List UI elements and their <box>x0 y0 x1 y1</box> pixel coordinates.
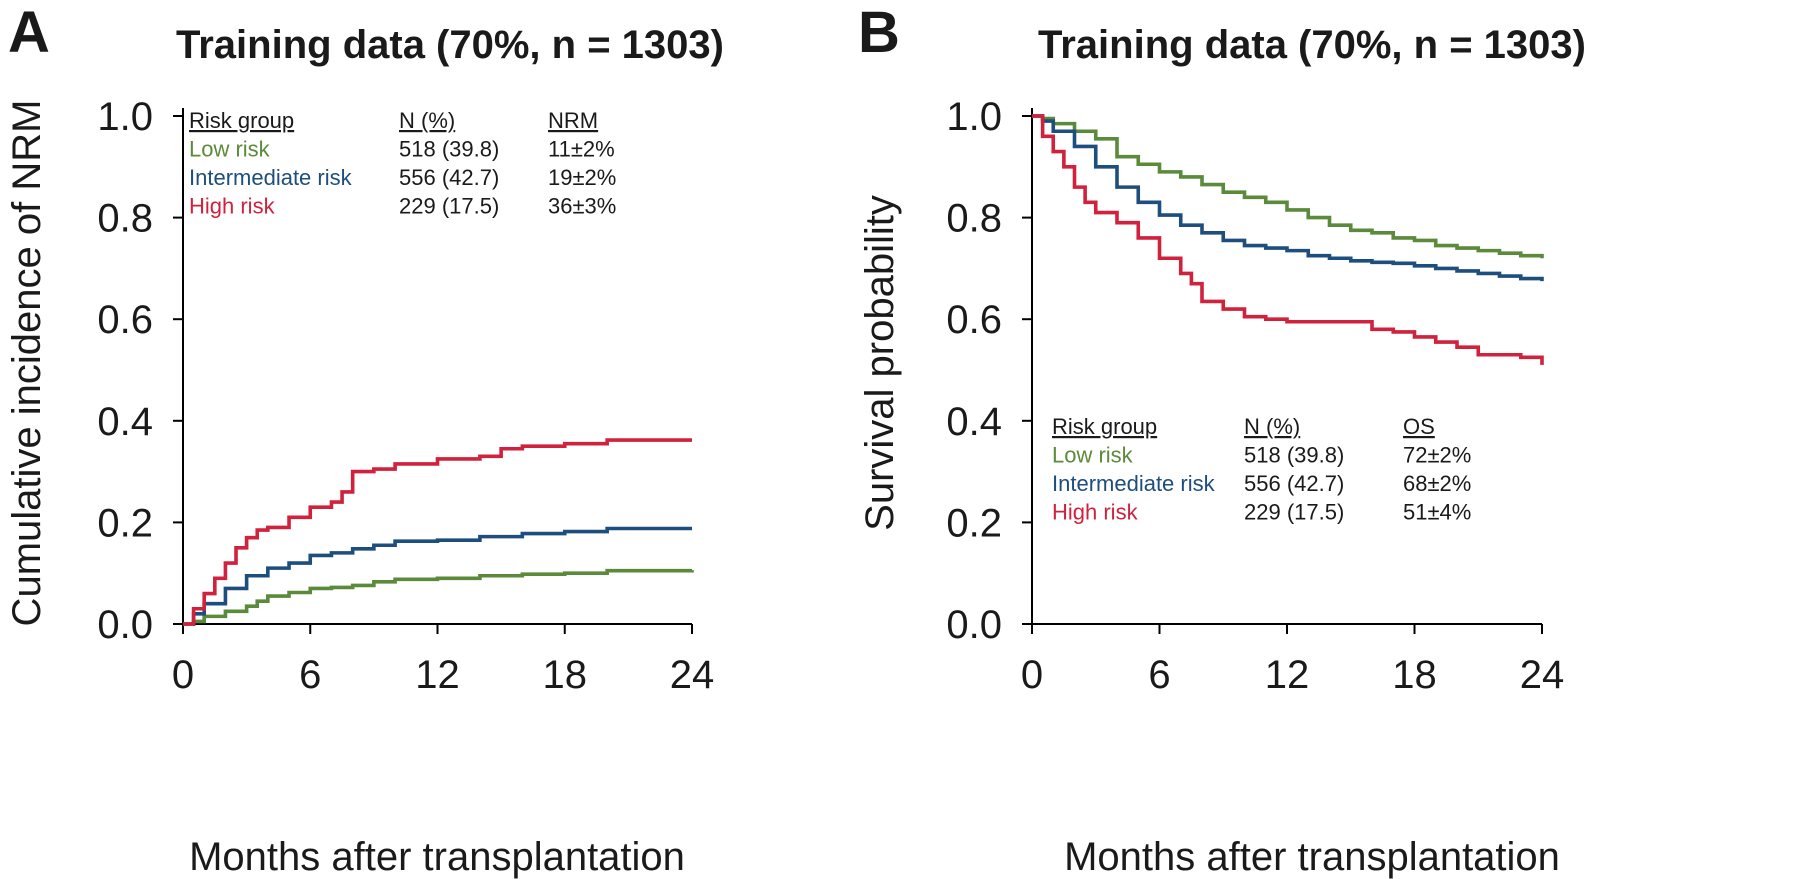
panel-a: A Training data (70%, n = 1303) Cumulati… <box>5 0 724 879</box>
panel-b-legend-stat: 68±2% <box>1403 471 1471 496</box>
panel-b-title: Training data (70%, n = 1303) <box>1038 23 1586 67</box>
panel-a-curve-intermediate-risk <box>183 526 692 626</box>
panel-a-plot-area: 0.0 0.2 0.4 0.6 0.8 1.0 0 6 12 18 24 Risk group N (%… <box>97 95 714 697</box>
panel-a-legend-n: 229 (17.5) <box>399 194 499 219</box>
panel-a-y-tick-label: 1.0 <box>97 95 153 139</box>
panel-b-letter: B <box>858 0 900 65</box>
panel-a-y-axis-label: Cumulative incidence of NRM <box>5 100 49 627</box>
panel-a-curve-high-risk <box>183 438 692 626</box>
panel-b-y-tick-label: 1.0 <box>946 95 1002 139</box>
panel-b-y-tick-label: 0.2 <box>946 501 1002 545</box>
panel-b-legend-stat: 72±2% <box>1403 443 1471 468</box>
panel-b-x-tick-label: 24 <box>1520 653 1565 697</box>
panel-b-legend-group: High risk <box>1052 500 1139 525</box>
panel-a-legend-group: Low risk <box>189 137 271 162</box>
panel-a-y-tick-label: 0.4 <box>97 400 153 444</box>
panel-b-legend-n: 556 (42.7) <box>1244 471 1344 496</box>
panel-b: B Training data (70%, n = 1303) Survival… <box>858 0 1586 879</box>
panel-a-y-tick-label: 0.2 <box>97 501 153 545</box>
panel-a-x-tick-label: 18 <box>543 653 588 697</box>
panel-b-legend-n: 518 (39.8) <box>1244 443 1344 468</box>
panel-b-legend-header: Risk group <box>1052 414 1157 439</box>
panel-a-legend-header: Risk group <box>189 108 294 133</box>
panel-a-legend-stat: 36±3% <box>548 194 616 219</box>
panel-a-x-tick-label: 12 <box>415 653 460 697</box>
panel-a-legend-n: 556 (42.7) <box>399 165 499 190</box>
panel-a-legend-stat: 11±2% <box>548 137 615 162</box>
panel-a-legend-stat: 19±2% <box>548 165 616 190</box>
panel-a-y-tick-label: 0.8 <box>97 197 153 241</box>
panel-b-plot-area: 0.0 0.2 0.4 0.6 0.8 1.0 0 6 12 18 24 Risk group N (%… <box>946 95 1564 697</box>
panel-b-curve-low-risk <box>1032 114 1544 259</box>
panel-a-x-tick-label: 0 <box>172 653 194 697</box>
panel-a-curve-low-risk <box>183 568 694 626</box>
panel-a-legend-n: 518 (39.8) <box>399 137 499 162</box>
panel-a-legend-header: NRM <box>548 108 598 133</box>
panel-a-title: Training data (70%, n = 1303) <box>176 23 724 67</box>
panel-b-x-tick-label: 6 <box>1148 653 1170 697</box>
panel-a-legend-group: Intermediate risk <box>189 165 353 190</box>
panel-a-y-tick-label: 0.6 <box>97 298 153 342</box>
panel-a-x-axis-label: Months after transplantation <box>189 835 685 879</box>
panel-a-legend-group: High risk <box>189 194 276 219</box>
panel-b-x-tick-label: 18 <box>1392 653 1437 697</box>
panel-a-y-tick-label: 0.0 <box>97 603 153 647</box>
panel-b-y-tick-label: 0.0 <box>946 603 1002 647</box>
panel-a-x-tick-label: 24 <box>670 653 715 697</box>
panel-b-y-axis-label: Survival probability <box>858 195 902 531</box>
panel-b-legend-header: OS <box>1403 414 1435 439</box>
panel-b-legend-stat: 51±4% <box>1403 500 1471 525</box>
panel-b-x-tick-label: 12 <box>1265 653 1310 697</box>
panel-b-legend-group: Intermediate risk <box>1052 471 1216 496</box>
panel-a-x-tick-label: 6 <box>299 653 321 697</box>
panel-b-legend-header: N (%) <box>1244 414 1300 439</box>
panel-b-curve-high-risk <box>1032 114 1544 365</box>
panel-b-y-tick-label: 0.6 <box>946 298 1002 342</box>
panel-a-letter: A <box>8 0 50 65</box>
panel-b-y-tick-label: 0.4 <box>946 400 1002 444</box>
panel-a-legend-header: N (%) <box>399 108 455 133</box>
panel-b-y-tick-label: 0.8 <box>946 197 1002 241</box>
panel-b-legend-group: Low risk <box>1052 443 1134 468</box>
panel-b-legend-n: 229 (17.5) <box>1244 500 1344 525</box>
panel-b-x-axis-label: Months after transplantation <box>1064 835 1560 879</box>
panel-b-curve-intermediate-risk <box>1032 114 1544 282</box>
panel-b-x-tick-label: 0 <box>1021 653 1043 697</box>
